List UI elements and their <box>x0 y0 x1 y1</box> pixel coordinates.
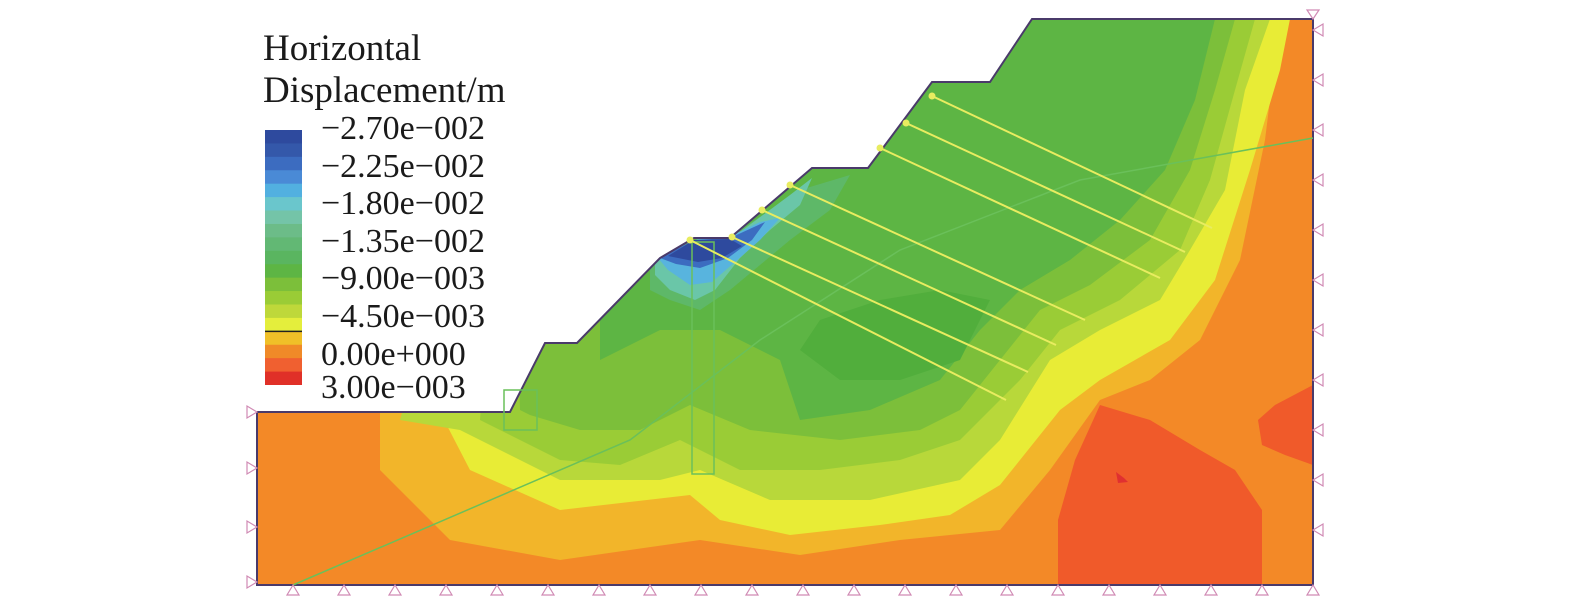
legend-band-5 <box>265 183 302 198</box>
legend-band-6 <box>265 197 302 212</box>
support-bottom-11 <box>795 583 811 596</box>
legend-band-4 <box>265 170 302 185</box>
support-bottom-1 <box>285 583 301 596</box>
support-bottom-19 <box>1203 583 1219 596</box>
support-bottom-10 <box>744 583 760 596</box>
legend-band-17 <box>265 344 302 359</box>
legend-label-6: −4.50e−003 <box>321 298 485 335</box>
anchor-head-5 <box>876 144 884 152</box>
legend-band-3 <box>265 156 302 171</box>
legend-label-8: 3.00e−003 <box>321 369 466 406</box>
anchor-heads <box>686 92 936 244</box>
bottom-supports <box>285 583 1321 596</box>
legend-band-2 <box>265 143 302 158</box>
support-bottom-5 <box>489 583 505 596</box>
legend-label-5: −9.00e−003 <box>321 260 485 297</box>
support-right-5 <box>1311 222 1324 238</box>
slope-outline <box>256 18 1314 586</box>
support-bottom-7 <box>591 583 607 596</box>
right-supports <box>1305 9 1324 538</box>
color-scale-bar <box>265 130 302 385</box>
contour-zone-dark-green <box>800 290 990 380</box>
anchor-cable-7 <box>931 95 1213 229</box>
anchor-cable-6 <box>905 122 1186 253</box>
support-bottom-13 <box>897 583 913 596</box>
legend-band-9 <box>265 237 302 252</box>
slip-surface <box>292 137 1314 586</box>
support-right-10 <box>1311 472 1324 488</box>
legend-band-12 <box>265 277 302 292</box>
legend-band-1 <box>265 130 302 145</box>
anchor-cable-4 <box>789 184 1086 321</box>
anchor-cables <box>689 95 1213 401</box>
left-supports <box>246 404 259 590</box>
legend-band-7 <box>265 210 302 225</box>
support-left-1 <box>246 404 259 420</box>
stabilizing-piles <box>503 241 715 475</box>
anchor-head-2 <box>728 233 736 241</box>
legend-band-11 <box>265 264 302 279</box>
legend-title-line1: Horizontal <box>263 28 422 69</box>
legend-label-4: −1.35e−002 <box>321 223 485 260</box>
support-bottom-14 <box>948 583 964 596</box>
pile-middle <box>691 241 715 475</box>
support-bottom-2 <box>336 583 352 596</box>
support-bottom-6 <box>540 583 556 596</box>
legend-title: Horizontal Displacement/m <box>263 28 506 112</box>
support-bottom-16 <box>1050 583 1066 596</box>
support-right-3 <box>1311 122 1324 138</box>
legend-title-line2: Displacement/m <box>263 70 506 111</box>
support-right-9 <box>1311 422 1324 438</box>
support-top-corner <box>1305 9 1321 21</box>
support-right-6 <box>1311 272 1324 288</box>
legend-band-19 <box>265 371 302 385</box>
contour-zone-right-red <box>1258 385 1313 465</box>
support-bottom-4 <box>438 583 454 596</box>
pile-left <box>503 389 538 431</box>
support-bottom-8 <box>642 583 658 596</box>
anchor-cable-3 <box>761 209 1057 346</box>
support-right-11 <box>1311 522 1324 538</box>
support-right-8 <box>1311 372 1324 388</box>
anchor-cable-1 <box>689 239 1007 401</box>
legend-band-8 <box>265 223 302 238</box>
contour-zone-mid-green <box>600 19 1215 420</box>
support-right-7 <box>1311 322 1324 338</box>
contour-zone-bottom-red <box>1058 405 1262 585</box>
legend-band-14 <box>265 304 302 319</box>
support-right-4 <box>1311 172 1324 188</box>
support-bottom-21 <box>1305 583 1321 596</box>
legend-band-16 <box>265 331 302 346</box>
anchor-cable-2 <box>731 236 1029 373</box>
legend-band-13 <box>265 291 302 306</box>
support-bottom-9 <box>693 583 709 596</box>
legend-band-15 <box>265 317 302 332</box>
anchor-head-7 <box>928 92 936 100</box>
contour-zone-red-spot <box>1116 472 1128 483</box>
anchor-head-6 <box>902 119 910 127</box>
support-left-2 <box>246 460 259 476</box>
legend-band-18 <box>265 358 302 373</box>
support-bottom-12 <box>846 583 862 596</box>
support-bottom-20 <box>1254 583 1270 596</box>
support-right-2 <box>1311 72 1324 88</box>
support-left-4 <box>246 574 259 590</box>
legend-label-3: −1.80e−002 <box>321 185 485 222</box>
support-bottom-17 <box>1101 583 1117 596</box>
anchor-head-4 <box>786 181 794 189</box>
support-right-1 <box>1311 22 1324 38</box>
legend-label-7: 0.00e+000 <box>321 336 466 373</box>
legend-label-1: −2.70e−002 <box>321 110 485 147</box>
anchor-cable-5 <box>879 147 1161 279</box>
legend-band-10 <box>265 250 302 265</box>
anchor-head-3 <box>758 206 766 214</box>
support-left-3 <box>246 519 259 535</box>
support-bottom-18 <box>1152 583 1168 596</box>
legend-label-2: −2.25e−002 <box>321 148 485 185</box>
support-bottom-15 <box>999 583 1015 596</box>
anchor-head-1 <box>686 236 694 244</box>
support-bottom-3 <box>387 583 403 596</box>
